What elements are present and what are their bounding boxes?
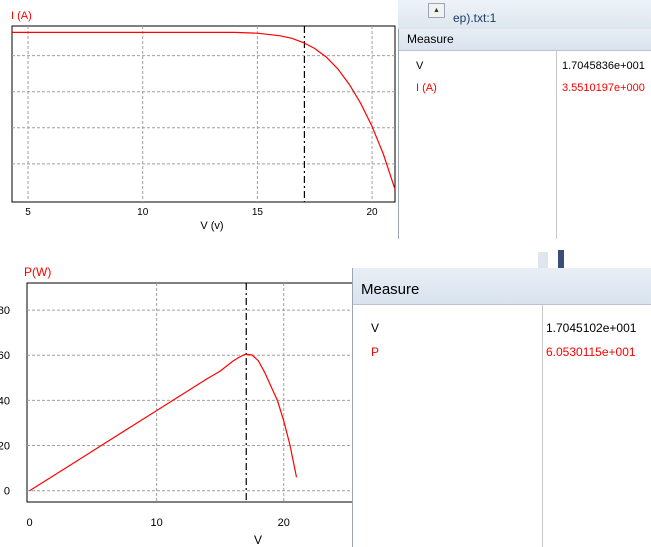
bottom-chart-x-tick: 20 bbox=[278, 517, 290, 529]
top-chart-x-tick: 5 bbox=[25, 207, 31, 218]
scroll-up-icon: ▲ bbox=[433, 7, 440, 14]
scroll-up-button[interactable]: ▲ bbox=[428, 3, 445, 18]
background-window-title: ep).txt:1 bbox=[453, 11, 497, 25]
bottom-chart-xlabel: V bbox=[254, 533, 262, 547]
power-voltage-chart: P(W) 0 10 20 80 60 40 20 0 V bbox=[0, 265, 360, 547]
bottom-chart-plot-area bbox=[26, 282, 360, 503]
bottom-chart-y-tick: 60 bbox=[0, 350, 10, 362]
measure-row-name: V bbox=[371, 321, 380, 335]
current-voltage-chart: I (A) 5 10 15 20 V (v) bbox=[11, 10, 396, 232]
top-chart-x-tick: 20 bbox=[367, 207, 379, 218]
top-chart-xlabel: V (v) bbox=[200, 220, 223, 232]
measure-row-name: P bbox=[371, 345, 380, 359]
bottom-chart-ylabel: P(W) bbox=[24, 265, 51, 279]
measure-window-power: Measure V 1.7045102e+001 P 6.0530115e+00… bbox=[352, 268, 651, 547]
bottom-chart-y-tick: 0 bbox=[4, 486, 10, 498]
measure-row-name: I (A) bbox=[416, 82, 437, 94]
bottom-chart-grid bbox=[27, 283, 360, 502]
measure-row-value: 6.0530115e+001 bbox=[546, 345, 636, 359]
bottom-chart-y-tick: 80 bbox=[0, 305, 10, 317]
bottom-chart-x-tick: 0 bbox=[26, 517, 32, 529]
background-window-fragment bbox=[538, 252, 548, 268]
bottom-chart-y-tick: 20 bbox=[0, 441, 10, 453]
column-divider bbox=[556, 51, 557, 239]
measure-table: V 1.7045102e+001 P 6.0530115e+001 bbox=[353, 305, 651, 547]
measure-window-title: Measure bbox=[399, 29, 651, 51]
measure-window-current: Measure V 1.7045836e+001 I (A) 3.5510197… bbox=[398, 29, 651, 239]
top-chart-ylabel: I (A) bbox=[11, 10, 32, 22]
top-chart-current-curve bbox=[12, 31, 396, 190]
measure-table: V 1.7045836e+001 I (A) 3.5510197e+000 bbox=[399, 51, 651, 239]
measure-row-name: V bbox=[416, 60, 424, 72]
top-chart-x-tick: 10 bbox=[137, 207, 149, 218]
top-chart-grid bbox=[12, 26, 395, 202]
bottom-chart-power-curve bbox=[29, 353, 298, 492]
bottom-chart-x-tick: 10 bbox=[151, 517, 163, 529]
column-divider bbox=[542, 305, 543, 547]
top-chart-plot-area bbox=[11, 25, 396, 203]
measure-row-value: 3.5510197e+000 bbox=[562, 82, 645, 94]
measure-row-value: 1.7045836e+001 bbox=[562, 60, 645, 72]
bottom-chart-y-tick: 40 bbox=[0, 395, 10, 407]
top-chart-x-tick: 15 bbox=[252, 207, 264, 218]
measure-row-value: 1.7045102e+001 bbox=[546, 321, 637, 335]
measure-window-title: Measure bbox=[353, 268, 651, 305]
background-window-edge bbox=[558, 250, 564, 268]
